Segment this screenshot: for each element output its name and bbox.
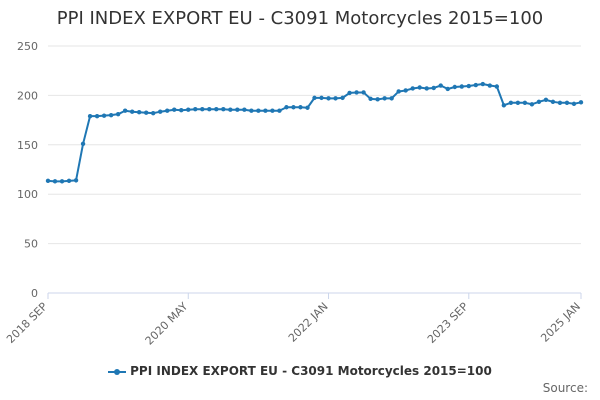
data-point: [354, 90, 359, 95]
y-tick-label: 100: [17, 188, 38, 201]
data-point: [319, 95, 324, 101]
data-point: [129, 109, 135, 114]
data-point: [480, 81, 486, 87]
data-point: [312, 95, 317, 101]
data-point: [158, 109, 163, 114]
data-point: [115, 111, 121, 117]
data-point: [473, 82, 479, 88]
data-point: [73, 178, 79, 183]
data-point: [136, 109, 142, 115]
data-point: [101, 113, 107, 118]
data-point: [375, 97, 380, 102]
data-point: [207, 107, 212, 112]
y-tick-label: 250: [17, 40, 38, 53]
data-point: [80, 141, 86, 147]
data-point: [578, 100, 584, 105]
data-point: [193, 107, 198, 112]
data-point: [424, 86, 429, 91]
data-point: [87, 113, 93, 119]
data-point: [452, 84, 457, 90]
data-point: [466, 83, 471, 89]
data-point: [508, 100, 514, 106]
legend-label: PPI INDEX EXPORT EU - C3091 Motorcycles …: [130, 364, 492, 378]
axes: [47, 292, 582, 299]
data-point: [214, 107, 219, 112]
data-point: [179, 108, 184, 113]
data-point: [108, 112, 114, 118]
data-point: [242, 107, 247, 112]
data-point: [564, 100, 570, 106]
data-point: [94, 113, 100, 119]
y-tick-label: 0: [31, 287, 38, 300]
data-point: [221, 107, 226, 112]
data-point: [417, 85, 422, 90]
gridlines: [48, 45, 581, 245]
data-point: [501, 103, 507, 108]
x-tick-label: 2018 SEP: [4, 300, 50, 346]
data-point: [382, 96, 387, 101]
data-point: [536, 99, 542, 105]
data-point: [305, 105, 310, 110]
data-point: [263, 108, 268, 113]
data-point: [445, 86, 450, 92]
data-point: [571, 101, 577, 106]
data-point: [403, 88, 408, 93]
data-point: [186, 107, 191, 112]
data-point: [515, 100, 521, 106]
x-tick-label: 2025 JAN: [538, 300, 583, 345]
data-point: [122, 108, 128, 113]
data-point: [172, 107, 177, 112]
data-point: [165, 108, 170, 113]
data-point: [200, 107, 205, 112]
data-point: [235, 107, 240, 112]
data-point: [389, 96, 394, 101]
data-point: [143, 110, 149, 115]
data-point: [326, 96, 331, 101]
data-point: [59, 179, 65, 184]
series-plot: [45, 81, 584, 184]
data-point: [228, 107, 233, 112]
data-point: [550, 99, 556, 105]
data-point: [529, 102, 535, 107]
data-point: [270, 108, 275, 113]
data-point: [284, 105, 289, 110]
data-point: [543, 97, 549, 103]
data-point: [522, 100, 528, 106]
data-point: [52, 179, 58, 184]
legend-swatch-icon: [108, 366, 127, 378]
y-tick-label: 150: [17, 139, 38, 152]
data-point: [431, 85, 436, 91]
x-tick-label: 2023 SEP: [425, 300, 471, 346]
data-point: [298, 105, 303, 110]
data-point: [368, 96, 373, 102]
x-tick-label: 2022 JAN: [286, 300, 331, 345]
data-point: [291, 105, 296, 110]
y-axis-tick-labels: 0 50 100 150 200 250: [17, 40, 38, 300]
data-point: [459, 84, 464, 89]
y-tick-label: 50: [24, 238, 38, 251]
y-tick-label: 200: [17, 89, 38, 102]
data-point: [277, 108, 282, 113]
data-point: [340, 95, 345, 101]
data-point: [487, 83, 493, 88]
data-point: [494, 84, 500, 89]
data-point: [396, 89, 401, 94]
data-point: [438, 83, 443, 88]
legend[interactable]: PPI INDEX EXPORT EU - C3091 Motorcycles …: [0, 364, 600, 378]
data-point: [410, 86, 415, 91]
data-point: [150, 110, 156, 116]
x-tick-label: 2020 MAY: [143, 300, 191, 348]
data-point: [557, 100, 563, 106]
data-point: [361, 90, 366, 95]
data-point: [249, 108, 254, 113]
chart-title: PPI INDEX EXPORT EU - C3091 Motorcycles …: [56, 8, 544, 29]
data-point: [333, 96, 338, 101]
data-point: [45, 178, 51, 184]
data-point: [256, 108, 261, 113]
data-point: [347, 90, 352, 96]
source-label: Source:: [542, 381, 588, 395]
data-point: [66, 178, 72, 184]
x-axis-tick-labels: 2018 SEP 2020 MAY 2022 JAN 2023 SEP 2025 JAN: [4, 300, 583, 348]
